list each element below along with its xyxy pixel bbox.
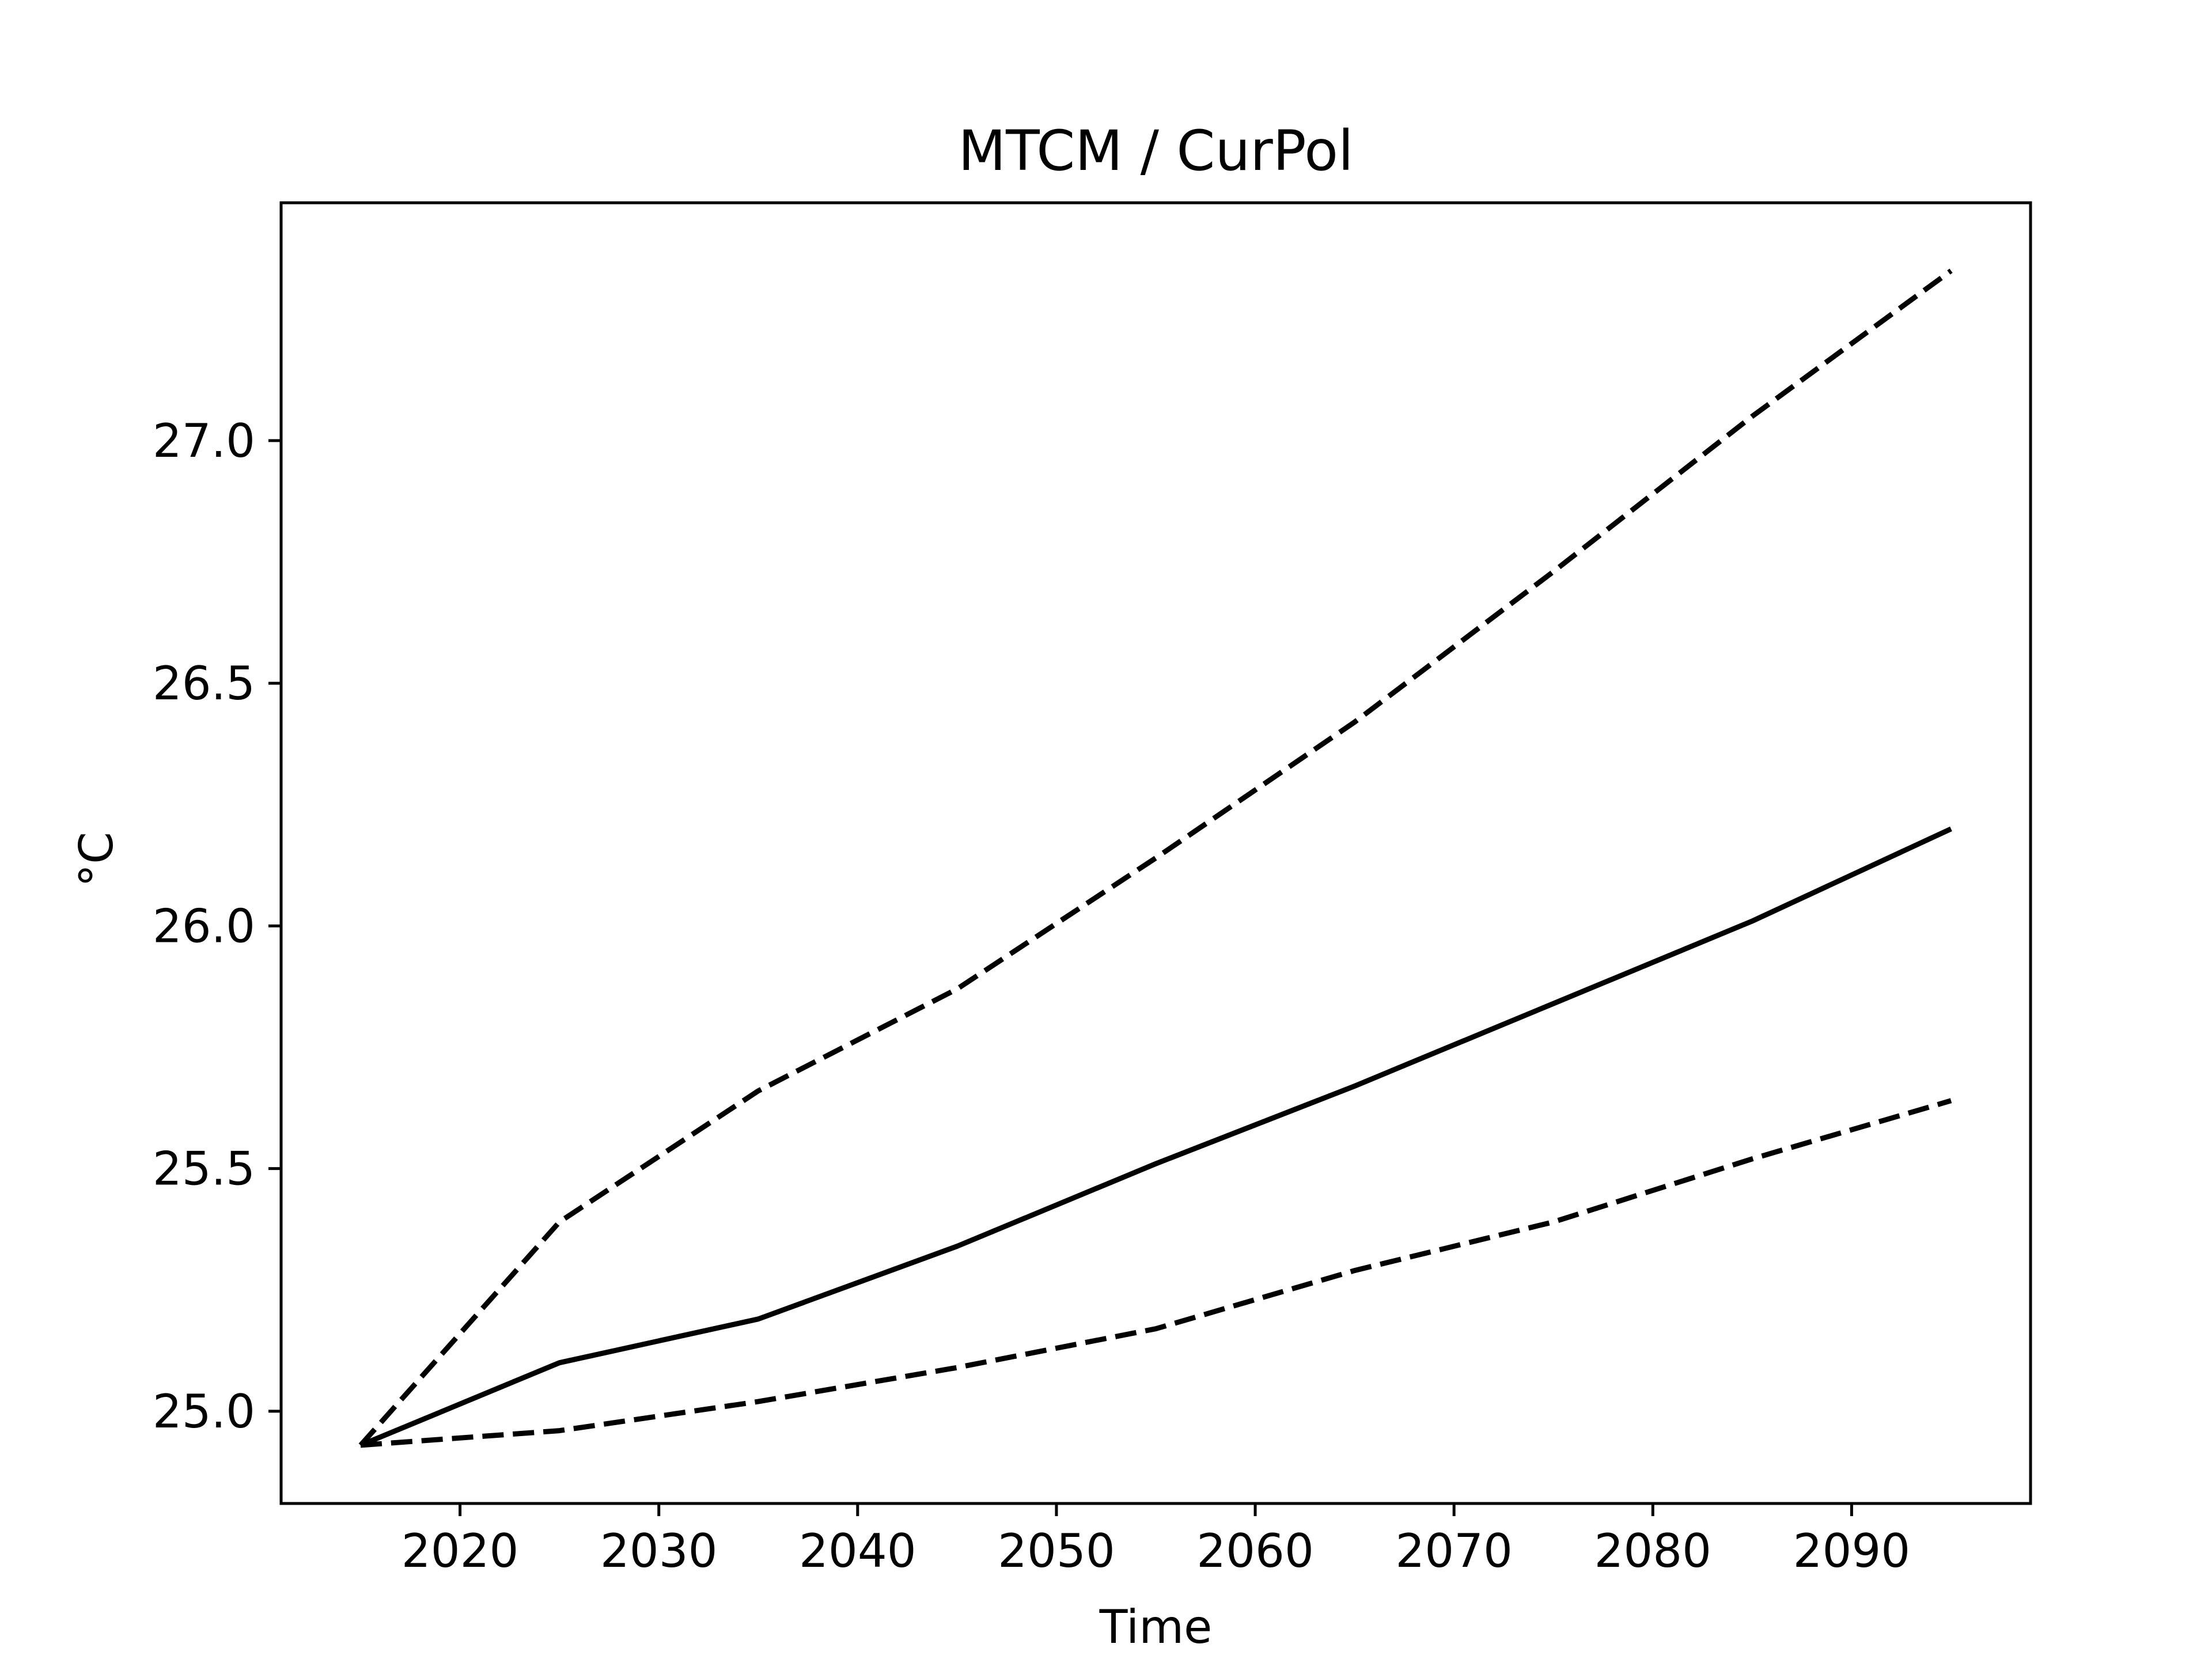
y-tick-label: 26.5 (153, 657, 255, 710)
series-line-upper-bound (358, 268, 1953, 1447)
x-tick-label: 2050 (998, 1524, 1115, 1578)
plot-area-frame (279, 201, 2032, 1505)
x-tick-label: 2020 (402, 1524, 519, 1578)
series-lines (358, 268, 1953, 1448)
x-tick-label: 2080 (1594, 1524, 1711, 1578)
x-tick-label: 2060 (1196, 1524, 1314, 1578)
x-axis-title: Time (1099, 1600, 1213, 1654)
x-tick-label: 2070 (1395, 1524, 1513, 1578)
y-tick-label: 26.0 (153, 899, 255, 953)
y-tick-label: 25.0 (153, 1385, 255, 1438)
x-tick-label: 2090 (1793, 1524, 1911, 1578)
series-line-lower-bound (360, 1098, 1952, 1448)
x-tick-label: 2040 (799, 1524, 916, 1578)
y-axis-title: °C (70, 832, 123, 887)
x-tick-label: 2030 (600, 1524, 718, 1578)
y-tick-label: 27.0 (153, 414, 255, 468)
y-tick-label: 25.5 (153, 1142, 255, 1196)
series-line-median (359, 826, 1952, 1448)
x-axis-ticks: 2020 2030 2040 2050 2060 2070 2080 2090 (402, 1503, 1910, 1578)
chart-title: MTCM / CurPol (958, 119, 1353, 183)
y-axis-ticks: 25.0 25.5 26.0 26.5 27.0 (153, 414, 281, 1438)
